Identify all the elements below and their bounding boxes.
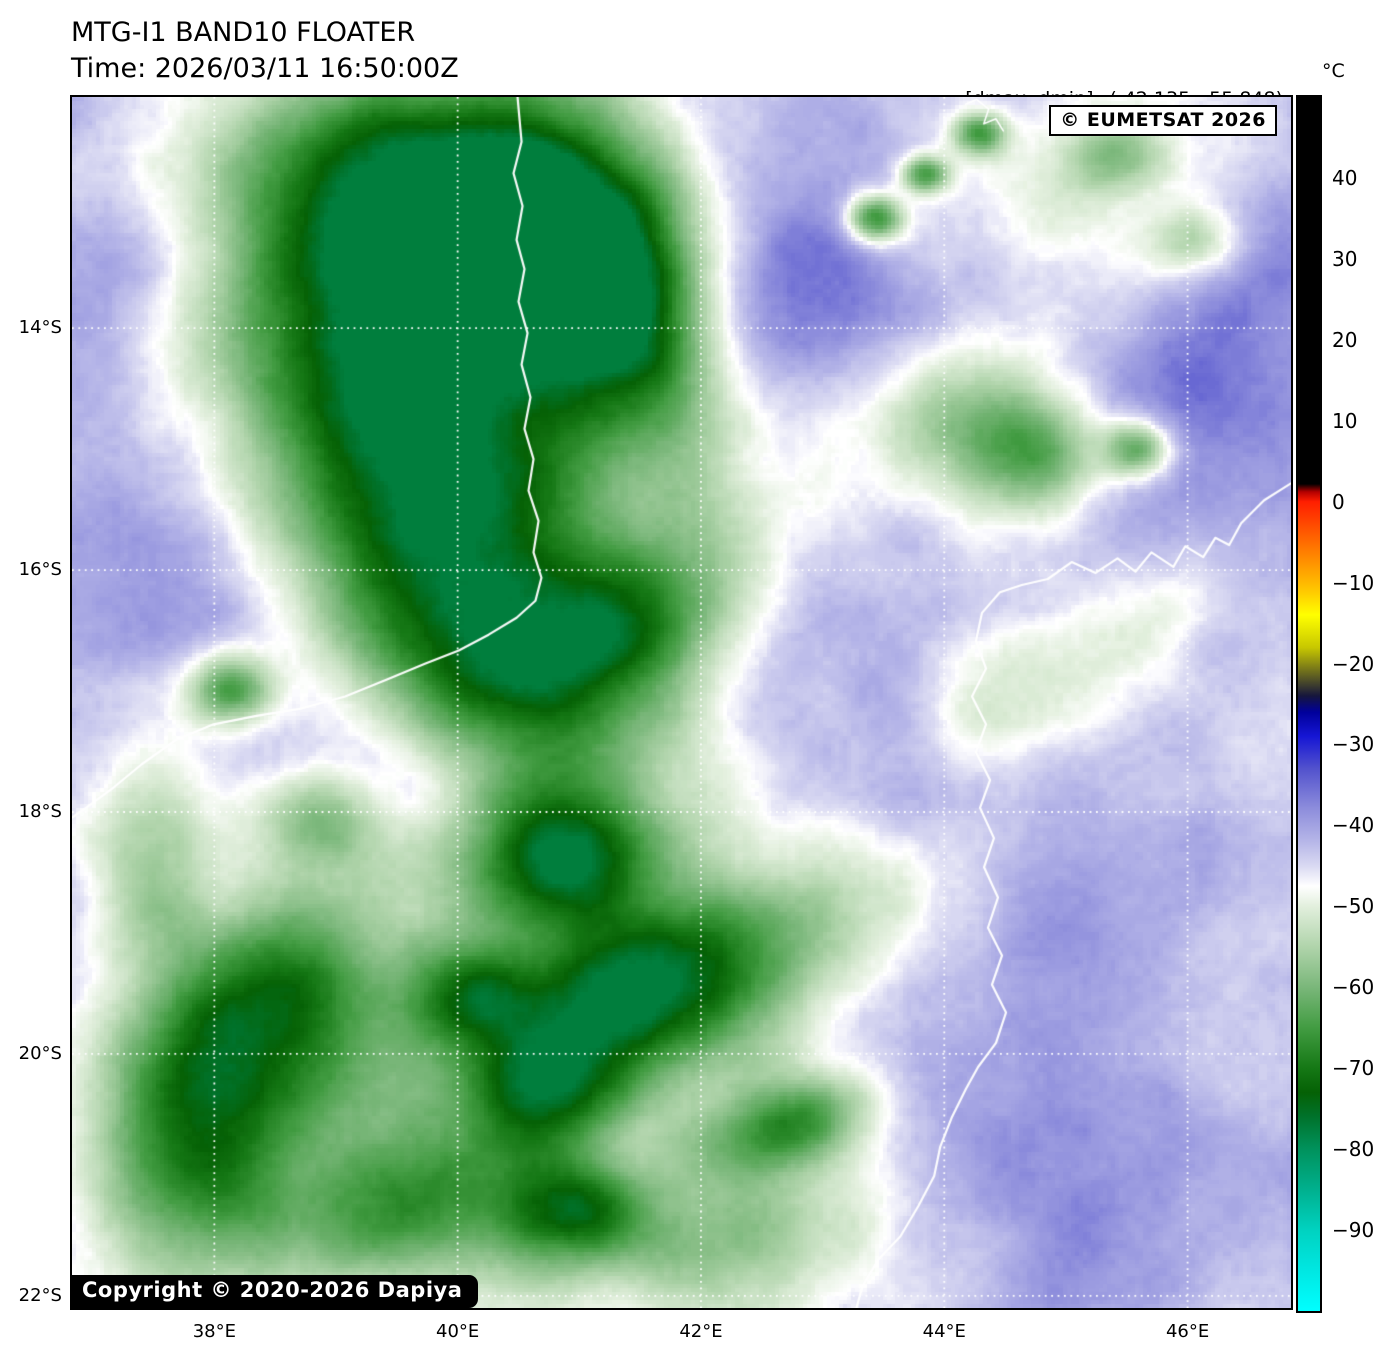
colorbar-tick-label: −50 — [1332, 894, 1375, 919]
lat-tick-label: 16°S — [18, 559, 62, 581]
lon-tick-label: 44°E — [922, 1321, 966, 1342]
lat-tick-label: 18°S — [18, 800, 62, 822]
colorbar — [1296, 95, 1322, 1313]
product-time: Time: 2026/03/11 16:50:00Z — [71, 53, 459, 84]
satellite-map: © EUMETSAT 2026 Copyright © 2020-2026 Da… — [70, 95, 1293, 1310]
colorbar-unit-label: °C — [1322, 60, 1345, 82]
lon-tick-label: 38°E — [192, 1321, 236, 1342]
colorbar-tick-label: −40 — [1332, 813, 1375, 838]
colorbar-tick-label: −10 — [1332, 570, 1375, 595]
eumetsat-badge: © EUMETSAT 2026 — [1049, 105, 1277, 136]
colorbar-tick-label: −60 — [1332, 975, 1375, 1000]
colorbar-tick-label: −30 — [1332, 732, 1375, 757]
copyright-badge: Copyright © 2020-2026 Dapiya — [72, 1275, 479, 1308]
lon-tick-label: 42°E — [679, 1321, 723, 1342]
product-title: MTG-I1 BAND10 FLOATER — [71, 17, 416, 48]
lat-tick-label: 22°S — [18, 1284, 62, 1306]
lat-tick-label: 14°S — [18, 317, 62, 339]
lat-tick-label: 20°S — [18, 1042, 62, 1064]
colorbar-tick-label: −20 — [1332, 651, 1375, 676]
colorbar-tick-label: 0 — [1332, 489, 1345, 514]
colorbar-tick-label: −80 — [1332, 1137, 1375, 1162]
colorbar-tick-label: 30 — [1332, 246, 1358, 271]
lon-tick-label: 40°E — [436, 1321, 480, 1342]
colorbar-tick-label: −90 — [1332, 1218, 1375, 1243]
colorbar-tick-label: 20 — [1332, 327, 1358, 352]
lon-tick-label: 46°E — [1165, 1321, 1210, 1342]
colorbar-tick-label: −70 — [1332, 1056, 1375, 1081]
colorbar-tick-label: 40 — [1332, 165, 1358, 190]
colorbar-gradient — [1298, 97, 1320, 1311]
colorbar-tick-label: 10 — [1332, 408, 1358, 433]
satellite-imagery-canvas — [72, 97, 1291, 1308]
